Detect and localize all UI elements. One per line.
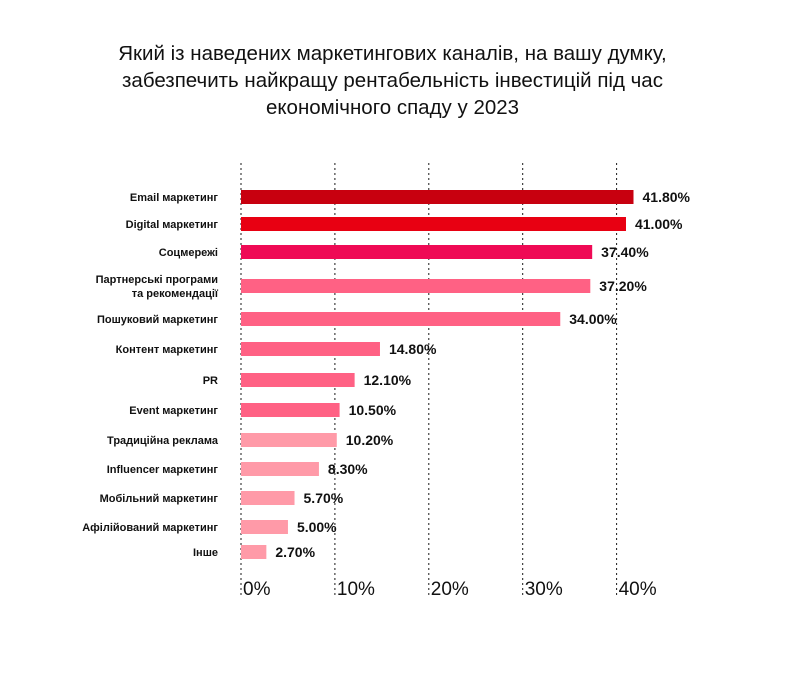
bar — [241, 462, 319, 476]
x-tick-label: 0% — [243, 579, 271, 600]
bar — [241, 312, 561, 326]
data-label: 34.00% — [569, 311, 617, 327]
category-label: Контент маркетинг — [116, 344, 219, 356]
bar — [241, 520, 288, 534]
category-label: Інше — [193, 547, 218, 559]
chart-title-line-2: забезпечить найкращу рентабельність інве… — [122, 69, 663, 92]
bar — [241, 373, 355, 387]
x-tick-label: 30% — [525, 579, 563, 600]
x-tick-label: 10% — [337, 579, 375, 600]
data-label: 37.20% — [599, 278, 647, 294]
x-axis-tick-labels: 0% 10% 20% 30% 40% — [243, 579, 657, 600]
category-label: Digital маркетинг — [126, 219, 219, 231]
bar — [241, 190, 634, 204]
category-label: Influencer маркетинг — [107, 464, 219, 476]
chart-title-line-1: Який із наведених маркетингових каналів,… — [118, 42, 667, 65]
value-labels: 41.80% 41.00% 37.40% 37.20% 34.00% 14.80% 12.1… — [275, 189, 690, 560]
category-label: Соцмережі — [159, 247, 218, 259]
data-label: 10.50% — [349, 402, 397, 418]
data-label: 37.40% — [601, 244, 649, 260]
data-label: 5.70% — [304, 490, 344, 506]
bar — [241, 342, 380, 356]
data-label: 10.20% — [346, 432, 394, 448]
category-label: Традиційна реклама — [107, 435, 219, 447]
chart-title: Який із наведених маркетингових каналів,… — [40, 40, 745, 121]
category-label: Афілійований маркетинг — [82, 522, 218, 534]
bar — [241, 245, 593, 259]
chart-title-line-3: економічного спаду у 2023 — [265, 96, 520, 119]
category-label: та рекомендації — [132, 288, 219, 300]
data-label: 5.00% — [297, 519, 337, 535]
category-label: Email маркетинг — [130, 192, 219, 204]
bar — [241, 403, 340, 417]
data-label: 14.80% — [389, 341, 437, 357]
category-label: Event маркетинг — [129, 405, 218, 417]
data-label: 41.80% — [643, 189, 691, 205]
bars — [241, 190, 634, 559]
category-label: Мобільний маркетинг — [100, 493, 219, 505]
category-label: Партнерські програми — [96, 274, 218, 286]
bar — [241, 279, 591, 293]
category-labels: Email маркетинг Digital маркетинг Соцмереж… — [82, 192, 219, 559]
category-label: PR — [203, 375, 218, 387]
x-tick-label: 20% — [431, 579, 469, 600]
category-label: Пошуковий маркетинг — [97, 314, 218, 326]
data-label: 2.70% — [275, 544, 315, 560]
x-tick-label: 40% — [619, 579, 657, 600]
data-label: 8.30% — [328, 461, 368, 477]
bar — [241, 545, 267, 559]
bar — [241, 491, 295, 505]
data-label: 12.10% — [364, 372, 412, 388]
data-label: 41.00% — [635, 216, 683, 232]
bar — [241, 217, 626, 231]
bar — [241, 433, 337, 447]
